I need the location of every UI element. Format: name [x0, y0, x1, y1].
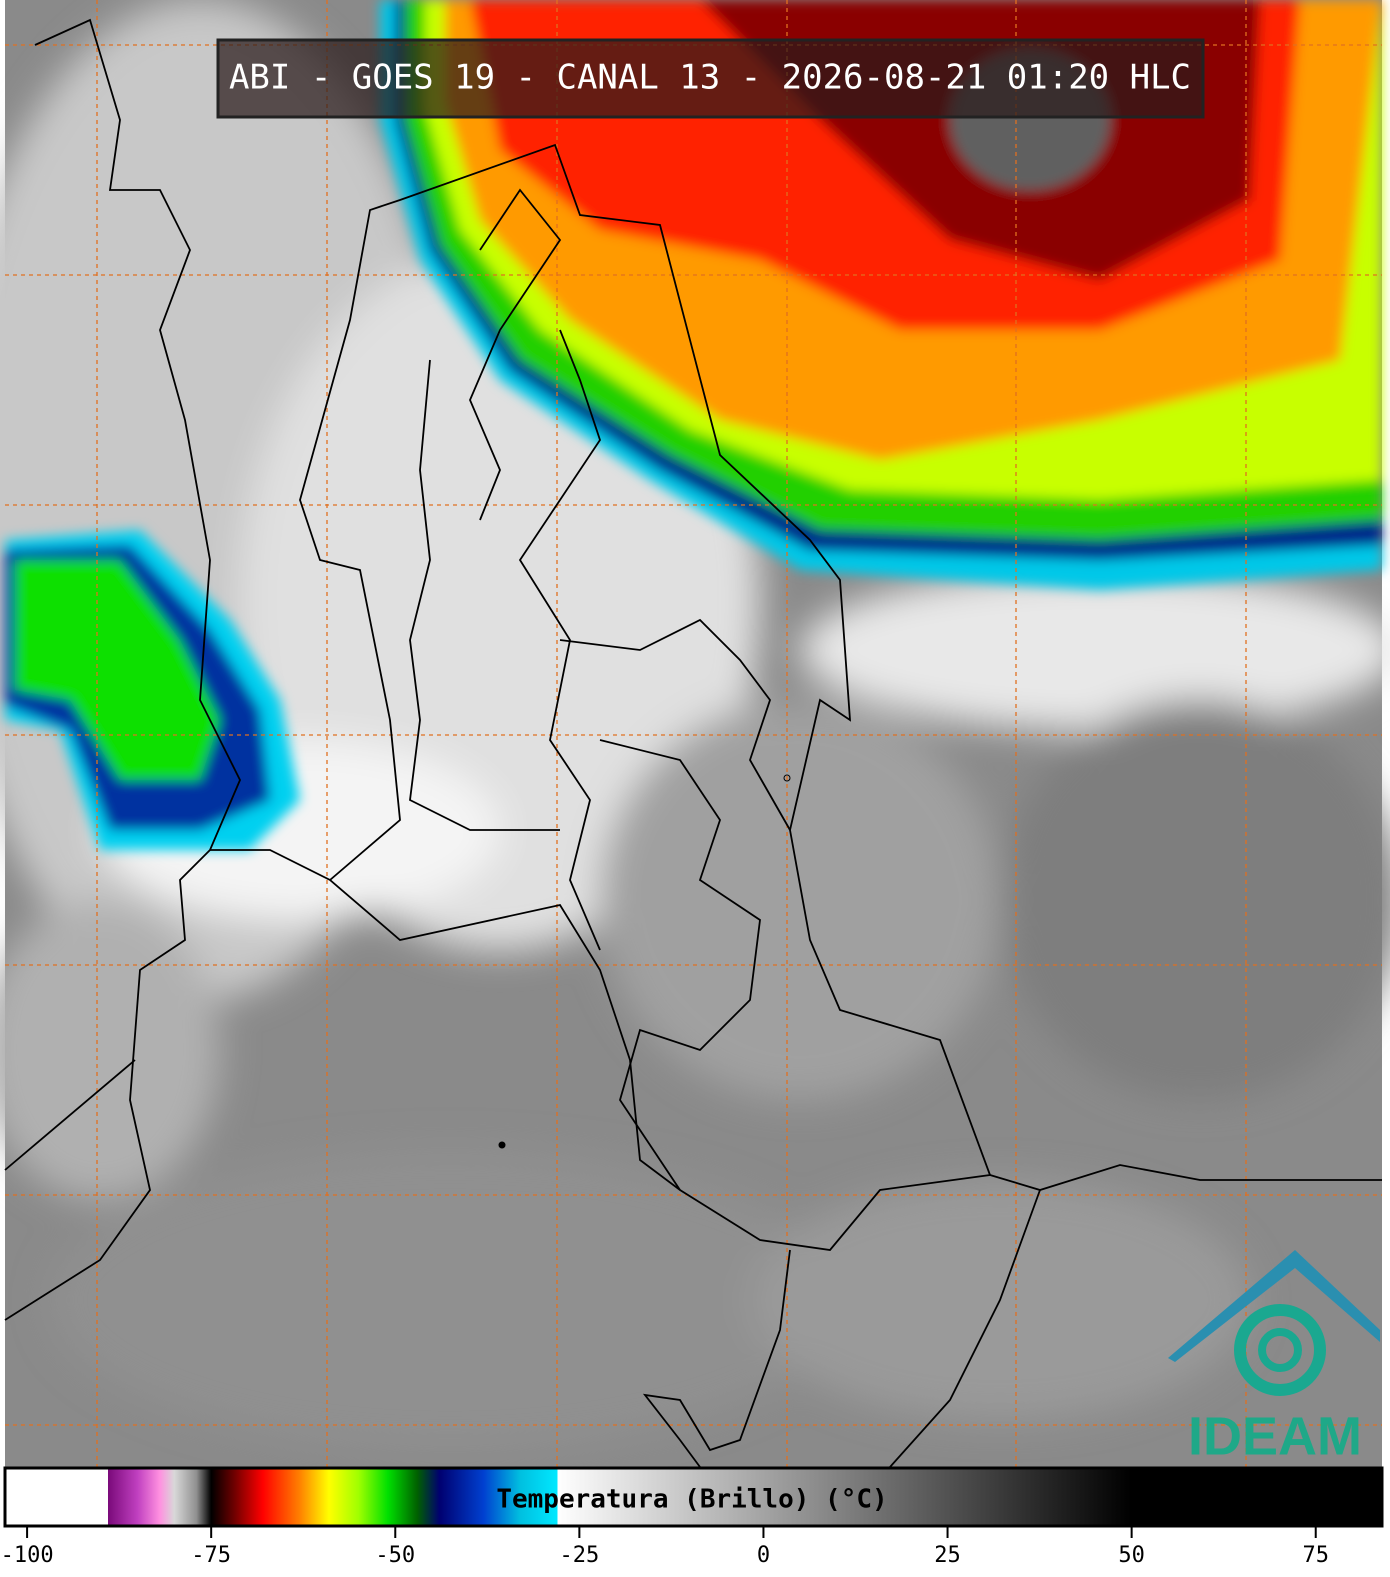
tick-label: -25 — [559, 1543, 599, 1568]
tick-label: 50 — [1118, 1543, 1145, 1568]
borders — [4, 18, 1382, 1468]
logo-text: IDEAM — [1188, 1406, 1362, 1466]
colorbar-label: Temperatura (Brillo) (°C) — [496, 1485, 887, 1515]
colorbar-gradient — [3, 1466, 1384, 1528]
logo: IDEAM — [1168, 1250, 1380, 1466]
tick-label: 75 — [1302, 1543, 1329, 1568]
tick-label: -100 — [1, 1543, 54, 1568]
tick-label: 25 — [934, 1543, 961, 1568]
tick-label: -50 — [375, 1543, 415, 1568]
tick-label: 0 — [757, 1543, 770, 1568]
satellite-image — [0, 0, 1390, 1468]
title: ABI - GOES 19 - CANAL 13 - 2026-08-21 01… — [229, 58, 1191, 98]
tick-label: -75 — [191, 1543, 231, 1568]
title-box — [216, 38, 1205, 119]
colorbar: Temperatura (Brillo) (°C) -100 -75 -50 -25 0… — [1, 1466, 1384, 1568]
